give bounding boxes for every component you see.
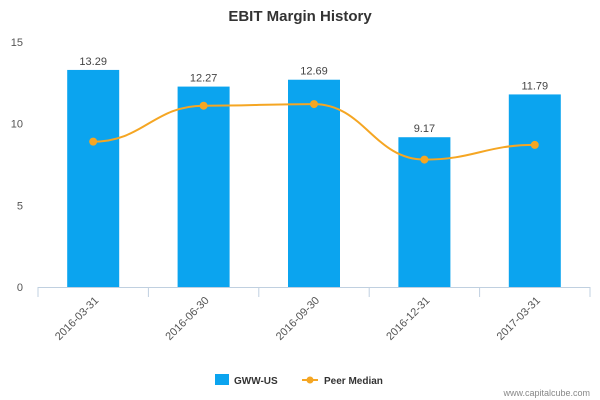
chart-title: EBIT Margin History — [228, 8, 372, 25]
peer-median-point — [310, 100, 318, 109]
x-tick-label: 2016-12-31 — [384, 295, 432, 343]
peer-median-point — [420, 155, 429, 164]
bar — [508, 94, 561, 288]
y-tick-label: 0 — [17, 282, 23, 294]
bar-series — [67, 69, 561, 288]
line-series — [89, 100, 539, 164]
legend-label-line: Peer Median — [324, 376, 383, 387]
x-tick-label: 2016-03-31 — [53, 295, 101, 343]
credit-text: www.capitalcube.com — [502, 388, 590, 398]
x-axis-ticks: 2016-03-31 2016-06-30 2016-09-30 2016-12-31… — [37, 287, 591, 343]
y-tick-label: 5 — [17, 200, 23, 212]
y-axis-ticks: 0 5 10 15 — [11, 37, 23, 294]
peer-median-point — [530, 140, 539, 149]
x-tick-label: 2017-03-31 — [495, 295, 543, 343]
peer-median-point — [89, 137, 98, 146]
bar — [177, 86, 230, 287]
legend-swatch-bars — [215, 374, 229, 385]
bar-data-label: 13.29 — [79, 56, 107, 68]
legend-swatch-marker — [306, 376, 314, 384]
legend-label-bars: GWW-US — [234, 376, 278, 387]
bar-data-label: 12.27 — [190, 73, 218, 85]
bar-data-label: 11.79 — [521, 80, 548, 92]
y-tick-label: 15 — [11, 37, 23, 49]
x-tick-label: 2016-06-30 — [163, 295, 211, 343]
bar — [67, 69, 120, 288]
x-tick-label: 2016-09-30 — [274, 295, 322, 343]
bar-data-labels: 13.29 12.27 12.69 9.17 11.79 — [79, 56, 548, 135]
y-tick-label: 10 — [11, 119, 23, 131]
bar-data-label: 12.69 — [300, 66, 328, 78]
bar — [288, 79, 340, 287]
bar-data-label: 9.17 — [414, 123, 435, 135]
legend: GWW-US Peer Median — [215, 374, 383, 387]
peer-median-point — [199, 101, 208, 110]
